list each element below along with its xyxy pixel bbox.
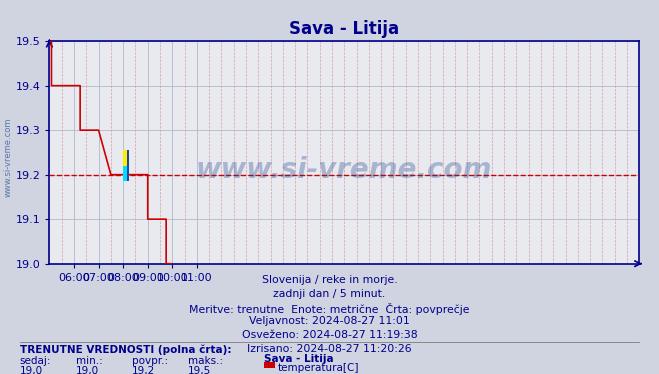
Text: 19,0: 19,0 bbox=[20, 366, 43, 374]
Text: temperatura[C]: temperatura[C] bbox=[278, 363, 360, 373]
Text: www.si-vreme.com: www.si-vreme.com bbox=[196, 156, 492, 184]
Text: min.:: min.: bbox=[76, 356, 103, 366]
Text: povpr.:: povpr.: bbox=[132, 356, 168, 366]
Bar bbox=[123, 166, 127, 181]
Text: Slovenija / reke in morje.: Slovenija / reke in morje. bbox=[262, 275, 397, 285]
Title: Sava - Litija: Sava - Litija bbox=[289, 20, 399, 38]
Bar bbox=[123, 150, 127, 166]
Text: sedaj:: sedaj: bbox=[20, 356, 51, 366]
Text: 19,5: 19,5 bbox=[188, 366, 211, 374]
Bar bbox=[127, 150, 129, 181]
Text: 19,2: 19,2 bbox=[132, 366, 155, 374]
Text: Sava - Litija: Sava - Litija bbox=[264, 354, 333, 364]
Text: Meritve: trenutne  Enote: metrične  Črta: povprečje: Meritve: trenutne Enote: metrične Črta: … bbox=[189, 303, 470, 315]
Text: Osveženo: 2024-08-27 11:19:38: Osveženo: 2024-08-27 11:19:38 bbox=[242, 330, 417, 340]
Text: www.si-vreme.com: www.si-vreme.com bbox=[3, 117, 13, 197]
Text: Izrisano: 2024-08-27 11:20:26: Izrisano: 2024-08-27 11:20:26 bbox=[247, 344, 412, 354]
Text: TRENUTNE VREDNOSTI (polna črta):: TRENUTNE VREDNOSTI (polna črta): bbox=[20, 345, 231, 355]
Text: Veljavnost: 2024-08-27 11:01: Veljavnost: 2024-08-27 11:01 bbox=[249, 316, 410, 327]
Text: 19,0: 19,0 bbox=[76, 366, 99, 374]
Text: maks.:: maks.: bbox=[188, 356, 223, 366]
Text: zadnji dan / 5 minut.: zadnji dan / 5 minut. bbox=[273, 289, 386, 299]
